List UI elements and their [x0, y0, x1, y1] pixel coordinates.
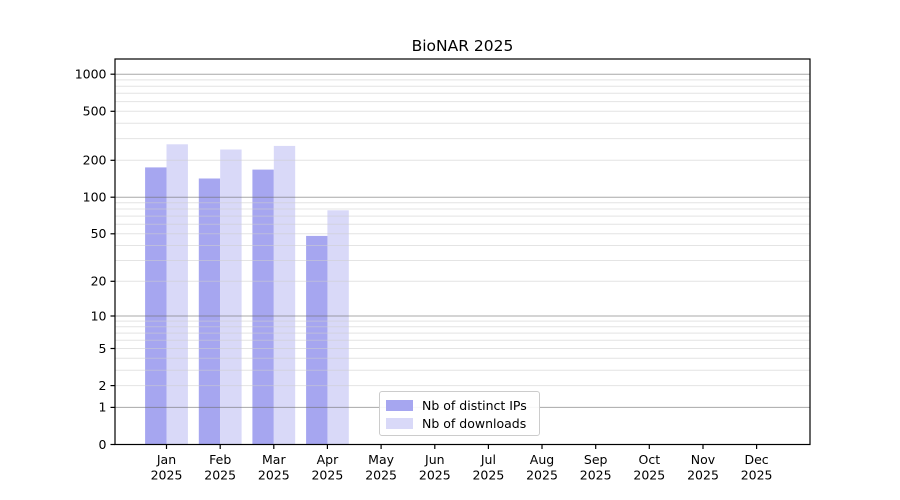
y-tick-label: 200: [83, 153, 107, 168]
x-tick-label-year: 2025: [204, 468, 236, 483]
x-tick-label-year: 2025: [258, 468, 290, 483]
legend-item-downloads: Nb of downloads: [386, 414, 539, 432]
x-tick-label-month: Jan: [156, 452, 176, 467]
x-tick-label-month: Apr: [317, 452, 339, 467]
y-tick-label: 100: [83, 190, 107, 205]
x-tick-label-month: Feb: [209, 452, 231, 467]
x-tick-label-month: May: [368, 452, 394, 467]
x-tick-label-year: 2025: [580, 468, 612, 483]
y-tick-label: 50: [91, 226, 107, 241]
x-tick-label-month: Oct: [638, 452, 660, 467]
bar-nb-of-downloads-mar: [273, 145, 296, 445]
chart-title: BioNAR 2025: [411, 37, 514, 55]
x-tick-label-month: Jun: [424, 452, 445, 467]
legend-swatch-distinct-ips: [386, 399, 413, 411]
x-tick-label-month: Mar: [262, 452, 286, 467]
y-tick-label: 10: [91, 308, 107, 323]
bar-nb-of-downloads-jan: [166, 144, 188, 445]
x-tick-label-month: Aug: [530, 452, 554, 467]
y-tick-label: 5: [99, 341, 107, 356]
legend: Nb of distinct IPs Nb of downloads: [379, 391, 540, 436]
x-tick-label-year: 2025: [419, 468, 451, 483]
y-tick-label: 20: [91, 274, 107, 289]
x-tick-label-year: 2025: [633, 468, 665, 483]
legend-label-downloads: Nb of downloads: [422, 415, 527, 431]
bar-nb-of-distinct-ips-jan: [145, 167, 167, 445]
x-tick-label-year: 2025: [151, 468, 183, 483]
legend-swatch-downloads: [386, 417, 413, 429]
x-tick-label-year: 2025: [365, 468, 397, 483]
bar-nb-of-distinct-ips-mar: [252, 169, 274, 445]
x-tick-label-month: Jul: [480, 452, 496, 467]
x-tick-label-year: 2025: [741, 468, 773, 483]
bar-nb-of-downloads-feb: [220, 149, 242, 445]
legend-item-distinct-ips: Nb of distinct IPs: [386, 396, 539, 414]
y-tick-label: 1: [99, 400, 107, 415]
x-tick-label-month: Nov: [691, 452, 716, 467]
x-tick-label-year: 2025: [472, 468, 504, 483]
y-tick-label: 2: [99, 378, 107, 393]
x-tick-label-year: 2025: [526, 468, 558, 483]
x-tick-label-month: Sep: [584, 452, 608, 467]
legend-label-distinct-ips: Nb of distinct IPs: [422, 397, 527, 413]
y-tick-label: 0: [99, 437, 107, 452]
x-tick-label-month: Dec: [744, 452, 768, 467]
plot-frame: [114, 58, 811, 446]
y-tick-label: 500: [83, 104, 107, 119]
y-tick-label: 1000: [75, 67, 107, 82]
x-tick-label-year: 2025: [311, 468, 343, 483]
x-tick-label-year: 2025: [687, 468, 719, 483]
bar-nb-of-distinct-ips-feb: [198, 178, 221, 445]
